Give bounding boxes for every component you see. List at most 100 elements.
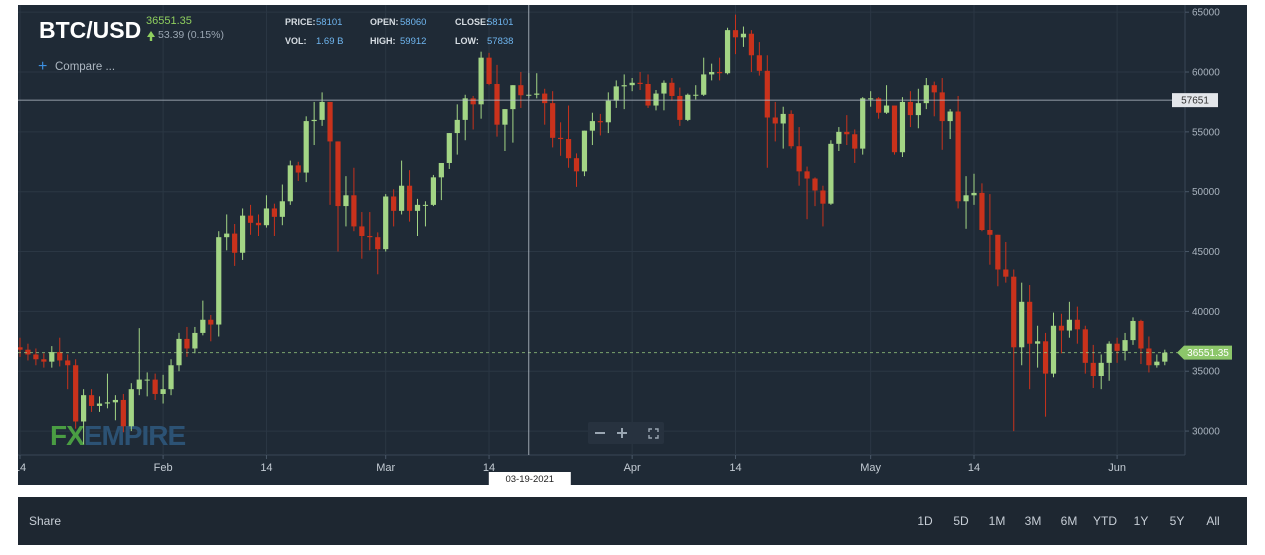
candle-body (1114, 343, 1120, 351)
range-button[interactable]: 1D (917, 514, 933, 528)
candle-body (923, 85, 929, 104)
candle-body (311, 119, 317, 122)
candle-body (709, 72, 715, 75)
candle-body (1154, 361, 1160, 366)
candle-body (470, 98, 476, 105)
zoom-in[interactable] (617, 428, 627, 438)
candle-body (128, 389, 134, 427)
candle-body (25, 349, 31, 355)
range-button[interactable]: 5Y (1169, 514, 1185, 528)
range-button[interactable]: 1M (988, 514, 1006, 528)
candle-body (748, 33, 754, 56)
candle-body (279, 201, 285, 217)
candle-body (240, 215, 246, 253)
range-button[interactable]: 5D (953, 514, 969, 528)
candle-body (581, 130, 588, 172)
range-button[interactable]: All (1206, 514, 1220, 528)
toolbar: Share 1D 5D 1M 3M 6M YTD 1Y 5Y All (18, 497, 1247, 545)
crosshair-price-label: 57651 (1181, 96, 1209, 107)
candle-body (502, 109, 508, 125)
candle-body (152, 379, 158, 394)
candle-body (987, 230, 993, 235)
share-button[interactable]: Share (29, 514, 62, 528)
candle-body (1035, 341, 1041, 344)
range-button[interactable]: 3M (1024, 514, 1042, 528)
candle-body (1098, 362, 1104, 377)
candle-body (756, 55, 762, 71)
candle-body (732, 30, 739, 38)
stat-label: HIGH: (370, 36, 396, 46)
candle-body (422, 204, 429, 206)
candle-body (81, 395, 87, 422)
crosshair-date-label: 03-19-2021 (505, 474, 554, 485)
candle-body (494, 83, 500, 125)
candle-body (462, 98, 468, 120)
range-button[interactable]: YTD (1093, 514, 1117, 528)
range-button[interactable]: 1Y (1133, 514, 1149, 528)
candle-body (931, 85, 937, 93)
candle-body (995, 234, 1001, 270)
range-button[interactable]: 6M (1060, 514, 1078, 528)
candle-body (192, 332, 198, 349)
candle-body (438, 162, 444, 178)
candle-body (1162, 352, 1168, 362)
candle-body (518, 85, 524, 96)
compare-plus: + (38, 58, 47, 75)
candle-body (33, 354, 39, 360)
candle-body (907, 101, 913, 116)
candle-body (955, 111, 961, 202)
candles (18, 14, 1168, 445)
candle-body (971, 192, 977, 196)
candle-body (740, 33, 747, 38)
crosshair-date-box (488, 472, 571, 485)
y-tick-label: 60000 (1192, 68, 1220, 79)
candle-body (232, 233, 238, 253)
chart-title: BTC/USD (39, 17, 141, 43)
candle-body (335, 141, 341, 207)
candle-body (176, 338, 182, 366)
candle-body (295, 165, 301, 173)
y-tick-label: 35000 (1192, 367, 1220, 378)
last-price: 36551.35 (146, 15, 192, 27)
candle-body (868, 98, 874, 100)
candle-body (717, 72, 723, 74)
candle-body (160, 389, 166, 394)
stat-label: VOL: (285, 36, 307, 46)
candle-body (1138, 320, 1144, 349)
stat-label: LOW: (455, 36, 479, 46)
zoom-reset[interactable] (648, 428, 659, 439)
candle-body (1042, 341, 1049, 374)
candle-body (1027, 301, 1033, 344)
candle-body (359, 226, 365, 236)
compare-button[interactable]: Compare ... (55, 61, 115, 73)
candle-body (883, 105, 890, 113)
x-tick-label: Jun (1108, 462, 1126, 474)
candle-body (979, 192, 985, 230)
candle-body (772, 117, 778, 124)
candle-body (287, 165, 293, 202)
candle-body (820, 190, 826, 204)
candle-body (136, 379, 142, 390)
stat-label: PRICE: (285, 17, 316, 27)
candle-body (836, 131, 842, 144)
candle-body (947, 111, 953, 122)
candle-body (621, 85, 627, 87)
candle-body (637, 82, 643, 84)
candle-body (367, 235, 373, 238)
candle-body (144, 379, 150, 381)
candle-body (1058, 325, 1065, 331)
candle-body (351, 195, 357, 227)
candle-body (112, 399, 118, 403)
candle-body (319, 101, 325, 120)
candle-body (693, 94, 699, 96)
candle-body (764, 70, 770, 118)
candle-body (247, 215, 254, 223)
stat-value: 57838 (487, 36, 513, 47)
candle-body (1050, 325, 1057, 374)
range-buttons: 1D 5D 1M 3M 6M YTD 1Y 5Y All (907, 514, 1231, 528)
stat-value: 58101 (316, 17, 342, 28)
candle-body (391, 196, 397, 211)
watermark: FXEMPIRE (50, 420, 185, 451)
candle-body (104, 402, 111, 404)
